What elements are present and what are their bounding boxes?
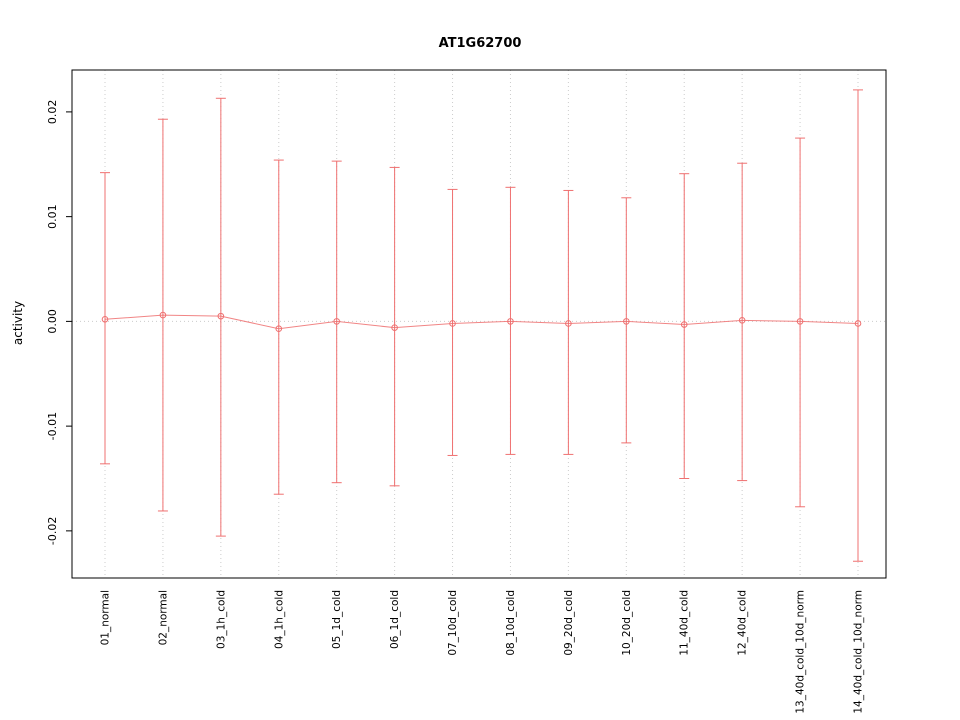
svg-text:0.01: 0.01 [46, 204, 59, 229]
data-points [101, 311, 862, 333]
svg-text:-0.02: -0.02 [46, 517, 59, 545]
svg-text:03_1h_cold: 03_1h_cold [215, 590, 227, 649]
svg-text:05_1d_cold: 05_1d_cold [331, 590, 343, 649]
y-axis: -0.02 -0.01 0.00 0.01 0.02 [46, 100, 72, 545]
svg-text:08_10d_cold: 08_10d_cold [505, 590, 517, 656]
x-axis: 01_normal 02_normal 03_1h_cold 04_1h_cold 05… [100, 590, 865, 714]
svg-text:04_1h_cold: 04_1h_cold [273, 590, 285, 649]
svg-text:06_1d_cold: 06_1d_cold [389, 590, 401, 649]
svg-text:0.02: 0.02 [46, 100, 59, 125]
svg-text:01_normal: 01_normal [100, 590, 112, 645]
svg-text:-0.01: -0.01 [46, 412, 59, 440]
svg-text:13_40d_cold_10d_norm: 13_40d_cold_10d_norm [795, 590, 807, 714]
grid [72, 70, 886, 578]
svg-text:0.00: 0.00 [46, 309, 59, 334]
mean-line [104, 314, 859, 330]
svg-text:11_40d_cold: 11_40d_cold [679, 590, 691, 656]
error-bars [100, 89, 863, 562]
svg-text:14_40d_cold_10d_norm: 14_40d_cold_10d_norm [853, 590, 865, 714]
chart-title: AT1G62700 [438, 36, 522, 51]
svg-text:12_40d_cold: 12_40d_cold [737, 590, 749, 656]
svg-text:10_20d_cold: 10_20d_cold [621, 590, 633, 656]
svg-text:02_normal: 02_normal [157, 590, 169, 645]
svg-text:09_20d_cold: 09_20d_cold [563, 590, 575, 656]
svg-text:07_10d_cold: 07_10d_cold [447, 590, 459, 656]
plot-border [71, 69, 887, 579]
